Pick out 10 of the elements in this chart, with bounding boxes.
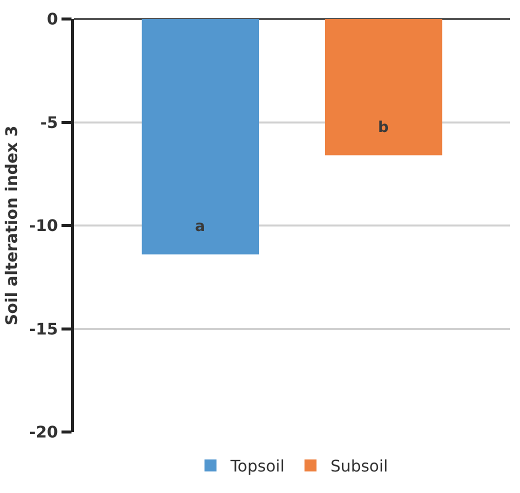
y-tick-label: -15 (29, 319, 58, 338)
y-tick-label: 0 (46, 10, 58, 29)
y-tick-label: -20 (29, 422, 58, 442)
annotation: b (378, 118, 389, 136)
legend-label: Topsoil (230, 456, 285, 476)
y-axis-title: Soil alteration index 3 (2, 126, 22, 326)
y-tick-label: -10 (29, 216, 58, 236)
annotation: a (195, 217, 206, 235)
y-tick-label: -5 (40, 112, 58, 132)
legend-label: Subsoil (330, 456, 388, 476)
